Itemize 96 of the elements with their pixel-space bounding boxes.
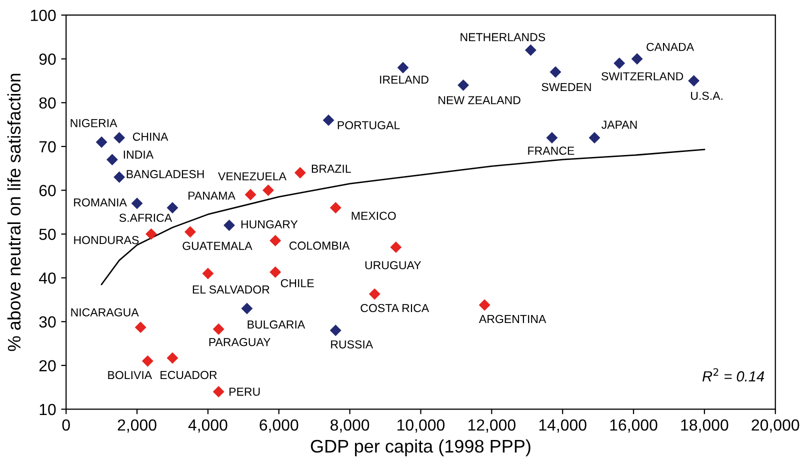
- point: [458, 79, 470, 91]
- point: [241, 302, 253, 314]
- y-tick-label: 30: [39, 316, 56, 328]
- point: [688, 75, 700, 87]
- annotation: HUNGARY: [241, 220, 298, 228]
- point: [262, 184, 274, 196]
- annotation: ARGENTINA: [478, 314, 546, 324]
- annotation: PERU: [230, 388, 260, 396]
- point: [330, 324, 342, 336]
- annotation: PORTUGAL: [338, 121, 400, 130]
- annotation: FRANCE: [528, 146, 574, 155]
- y-tick-label: 100: [30, 10, 56, 22]
- point: [114, 171, 126, 183]
- x-tick-label: 16,000: [610, 419, 658, 433]
- point: [368, 288, 380, 300]
- annotation: BANGLADESH: [126, 170, 204, 178]
- point: [114, 132, 126, 144]
- point: [397, 62, 409, 74]
- annotation: SWITZERLAND: [602, 72, 684, 80]
- point: [322, 114, 334, 126]
- annotation: HONDURAS: [74, 236, 139, 244]
- annotation: S.AFRICA: [119, 214, 172, 222]
- annotation: URUGUAY: [365, 261, 422, 270]
- annotation: EL SALVADOR: [192, 285, 270, 294]
- point: [270, 234, 282, 246]
- annotation: NICARAGUA: [71, 308, 139, 316]
- annotation: CHINA: [132, 132, 168, 141]
- point: [524, 44, 536, 56]
- point: [96, 136, 108, 148]
- annotation: NETHERLANDS: [460, 33, 546, 42]
- annotation: CHILE: [280, 279, 314, 288]
- point: [212, 386, 224, 398]
- annotation: BOLIVIA: [108, 370, 152, 380]
- point: [390, 241, 402, 253]
- x-tick-label: 8,000: [330, 419, 370, 433]
- y-tick-label: 50: [39, 228, 56, 240]
- x-axis-title: GDP per capita (1998 PPP): [310, 439, 530, 456]
- x-tick-label: 0: [62, 419, 70, 431]
- point: [142, 355, 154, 367]
- x-tick-label: 14,000: [539, 419, 586, 433]
- annotation: ROMANIA: [74, 198, 127, 206]
- x-tick-label: 20,000: [752, 419, 800, 433]
- point: [202, 268, 214, 280]
- annotation: VENEZUELA: [218, 172, 286, 180]
- point: [294, 167, 306, 178]
- point: [631, 53, 643, 65]
- point: [212, 323, 224, 335]
- point: [184, 226, 196, 238]
- x-tick-label: 6,000: [260, 419, 298, 433]
- annotation: PARAGUAY: [209, 338, 271, 346]
- point: [145, 228, 157, 240]
- x-tick-label: 12,000: [468, 419, 516, 433]
- y-tick-label: 20: [39, 360, 56, 372]
- annotation: IRELAND: [380, 76, 428, 84]
- point: [224, 220, 235, 232]
- y-tick-label: 40: [38, 272, 56, 284]
- point: [244, 188, 256, 200]
- point: [166, 202, 178, 214]
- annotation: NIGERIA: [70, 119, 118, 128]
- annotation: RUSSIA: [331, 340, 374, 348]
- x-tick-label: 4,000: [188, 419, 228, 433]
- annotation: SWEDEN: [542, 82, 591, 92]
- annotation: COLOMBIA: [289, 242, 350, 250]
- y-tick-label: 90: [39, 54, 56, 65]
- annotation: BRAZIL: [312, 164, 351, 173]
- annotation: JAPAN: [602, 120, 637, 129]
- point: [614, 58, 626, 69]
- y-tick-label: 60: [39, 184, 56, 196]
- annotation: MEXICO: [352, 212, 396, 220]
- x-tick-label: 10,000: [398, 419, 445, 433]
- y-tick-label: 10: [40, 404, 56, 416]
- x-tick-label: 18,000: [681, 419, 728, 433]
- annotation: R$^{2}$ = 0.14: [702, 368, 764, 382]
- point: [546, 132, 558, 144]
- point: [131, 198, 143, 210]
- point: [166, 352, 178, 364]
- annotation: BULGARIA: [248, 320, 306, 329]
- point: [270, 266, 282, 278]
- point: [588, 132, 600, 144]
- annotation: ECUADOR: [160, 370, 217, 380]
- y-tick-label: 80: [39, 97, 56, 109]
- point: [478, 299, 490, 311]
- point: [106, 154, 118, 166]
- y-axis-title: % above neutral on life satisfaction: [7, 74, 21, 352]
- annotation: CANADA: [646, 42, 694, 51]
- annotation: U.S.A.: [691, 92, 722, 100]
- point: [134, 322, 146, 334]
- annotation: NEW ZEALAND: [438, 96, 520, 104]
- annotation: COSTA RICA: [360, 304, 430, 312]
- annotation: PANAMA: [188, 192, 236, 200]
- x-tick-label: 2,000: [118, 419, 156, 433]
- y-tick-label: 70: [39, 141, 56, 152]
- annotation: INDIA: [124, 150, 154, 159]
- annotation: GUATEMALA: [182, 242, 252, 250]
- point: [550, 66, 562, 78]
- point: [330, 202, 342, 214]
